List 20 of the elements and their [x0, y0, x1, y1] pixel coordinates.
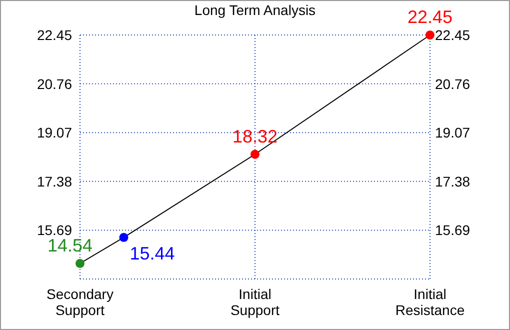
y-tick-label: 20.76	[36, 76, 72, 92]
point	[425, 30, 435, 40]
y2-tick-label: 17.38	[435, 173, 470, 190]
y-tick-label: 22.45	[36, 26, 72, 43]
y2-tick-label: 15.69	[435, 222, 470, 238]
data-label: 18.32	[232, 126, 278, 146]
point	[119, 232, 128, 242]
x-tick-label: Initial Support	[230, 286, 280, 318]
y2-tick-label: 22.45	[435, 26, 470, 43]
data-label: 22.45	[407, 7, 453, 27]
y2-tick-label: 19.07	[435, 124, 470, 141]
data-label: 15.44	[130, 243, 175, 264]
chart-title: Long Term Analysis	[194, 2, 316, 18]
y-tick-label: 17.38	[36, 173, 72, 190]
y2-tick-label: 20.76	[435, 76, 470, 92]
x-tick-label: Initial Resistance	[395, 286, 465, 318]
point	[75, 258, 85, 268]
y-tick-label: 19.07	[36, 124, 72, 141]
point	[250, 150, 260, 159]
x-tick-label: Secondary Support	[46, 286, 114, 318]
